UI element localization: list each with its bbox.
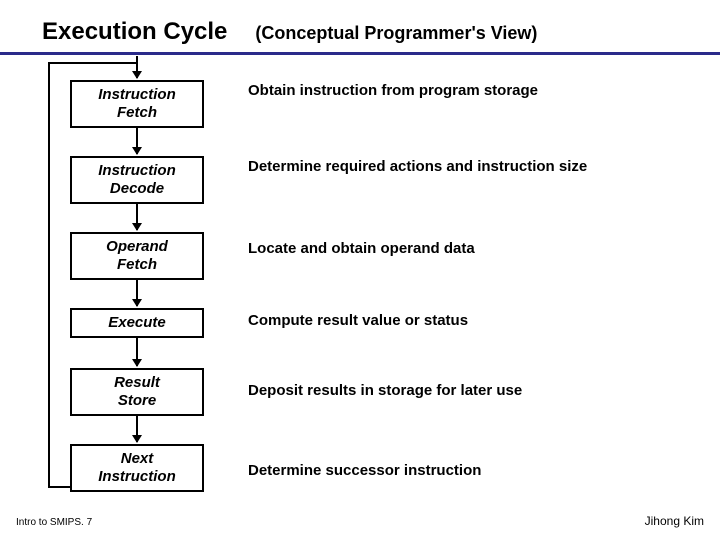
stage-box: InstructionFetch (70, 80, 204, 128)
flow-arrow (136, 200, 138, 230)
feedback-top-h (48, 62, 137, 64)
stage-label-line2: Fetch (74, 256, 200, 274)
stage-description: Determine successor instruction (248, 462, 698, 479)
flow-arrow (136, 336, 138, 366)
stage-description: Locate and obtain operand data (248, 240, 698, 257)
stage-description: Compute result value or status (248, 312, 698, 329)
feedback-bottom-h (48, 486, 70, 488)
stage-label-line1: Result (74, 374, 200, 392)
stage-box: Execute (70, 308, 204, 338)
stage-label-line1: Next (74, 450, 200, 468)
stage-label-line1: Execute (74, 314, 200, 332)
stage-box: InstructionDecode (70, 156, 204, 204)
footer-right: Jihong Kim (645, 514, 704, 528)
stage-label-line1: Instruction (74, 86, 200, 104)
feedback-vertical (48, 62, 50, 486)
stage-box: OperandFetch (70, 232, 204, 280)
stage-label-line2: Fetch (74, 104, 200, 122)
stage-label-line2: Store (74, 392, 200, 410)
stage-label-line1: Operand (74, 238, 200, 256)
stage-label-line2: Decode (74, 180, 200, 198)
stage-description: Deposit results in storage for later use (248, 382, 698, 399)
title-row: Execution Cycle (Conceptual Programmer's… (0, 18, 720, 46)
title-sub: (Conceptual Programmer's View) (255, 23, 537, 44)
title-main: Execution Cycle (42, 18, 227, 46)
stage-description: Determine required actions and instructi… (248, 158, 698, 175)
flow-arrow (136, 276, 138, 306)
slide-root: Execution Cycle (Conceptual Programmer's… (0, 0, 720, 540)
flow-arrow (136, 412, 138, 442)
flow-arrow (136, 56, 138, 78)
stage-description: Obtain instruction from program storage (248, 82, 698, 99)
stage-label-line1: Instruction (74, 162, 200, 180)
stage-box: NextInstruction (70, 444, 204, 492)
flow-arrow (136, 124, 138, 154)
stage-box: ResultStore (70, 368, 204, 416)
title-underline (0, 52, 720, 55)
footer-left: Intro to SMIPS. 7 (16, 517, 92, 528)
stage-label-line2: Instruction (74, 468, 200, 486)
